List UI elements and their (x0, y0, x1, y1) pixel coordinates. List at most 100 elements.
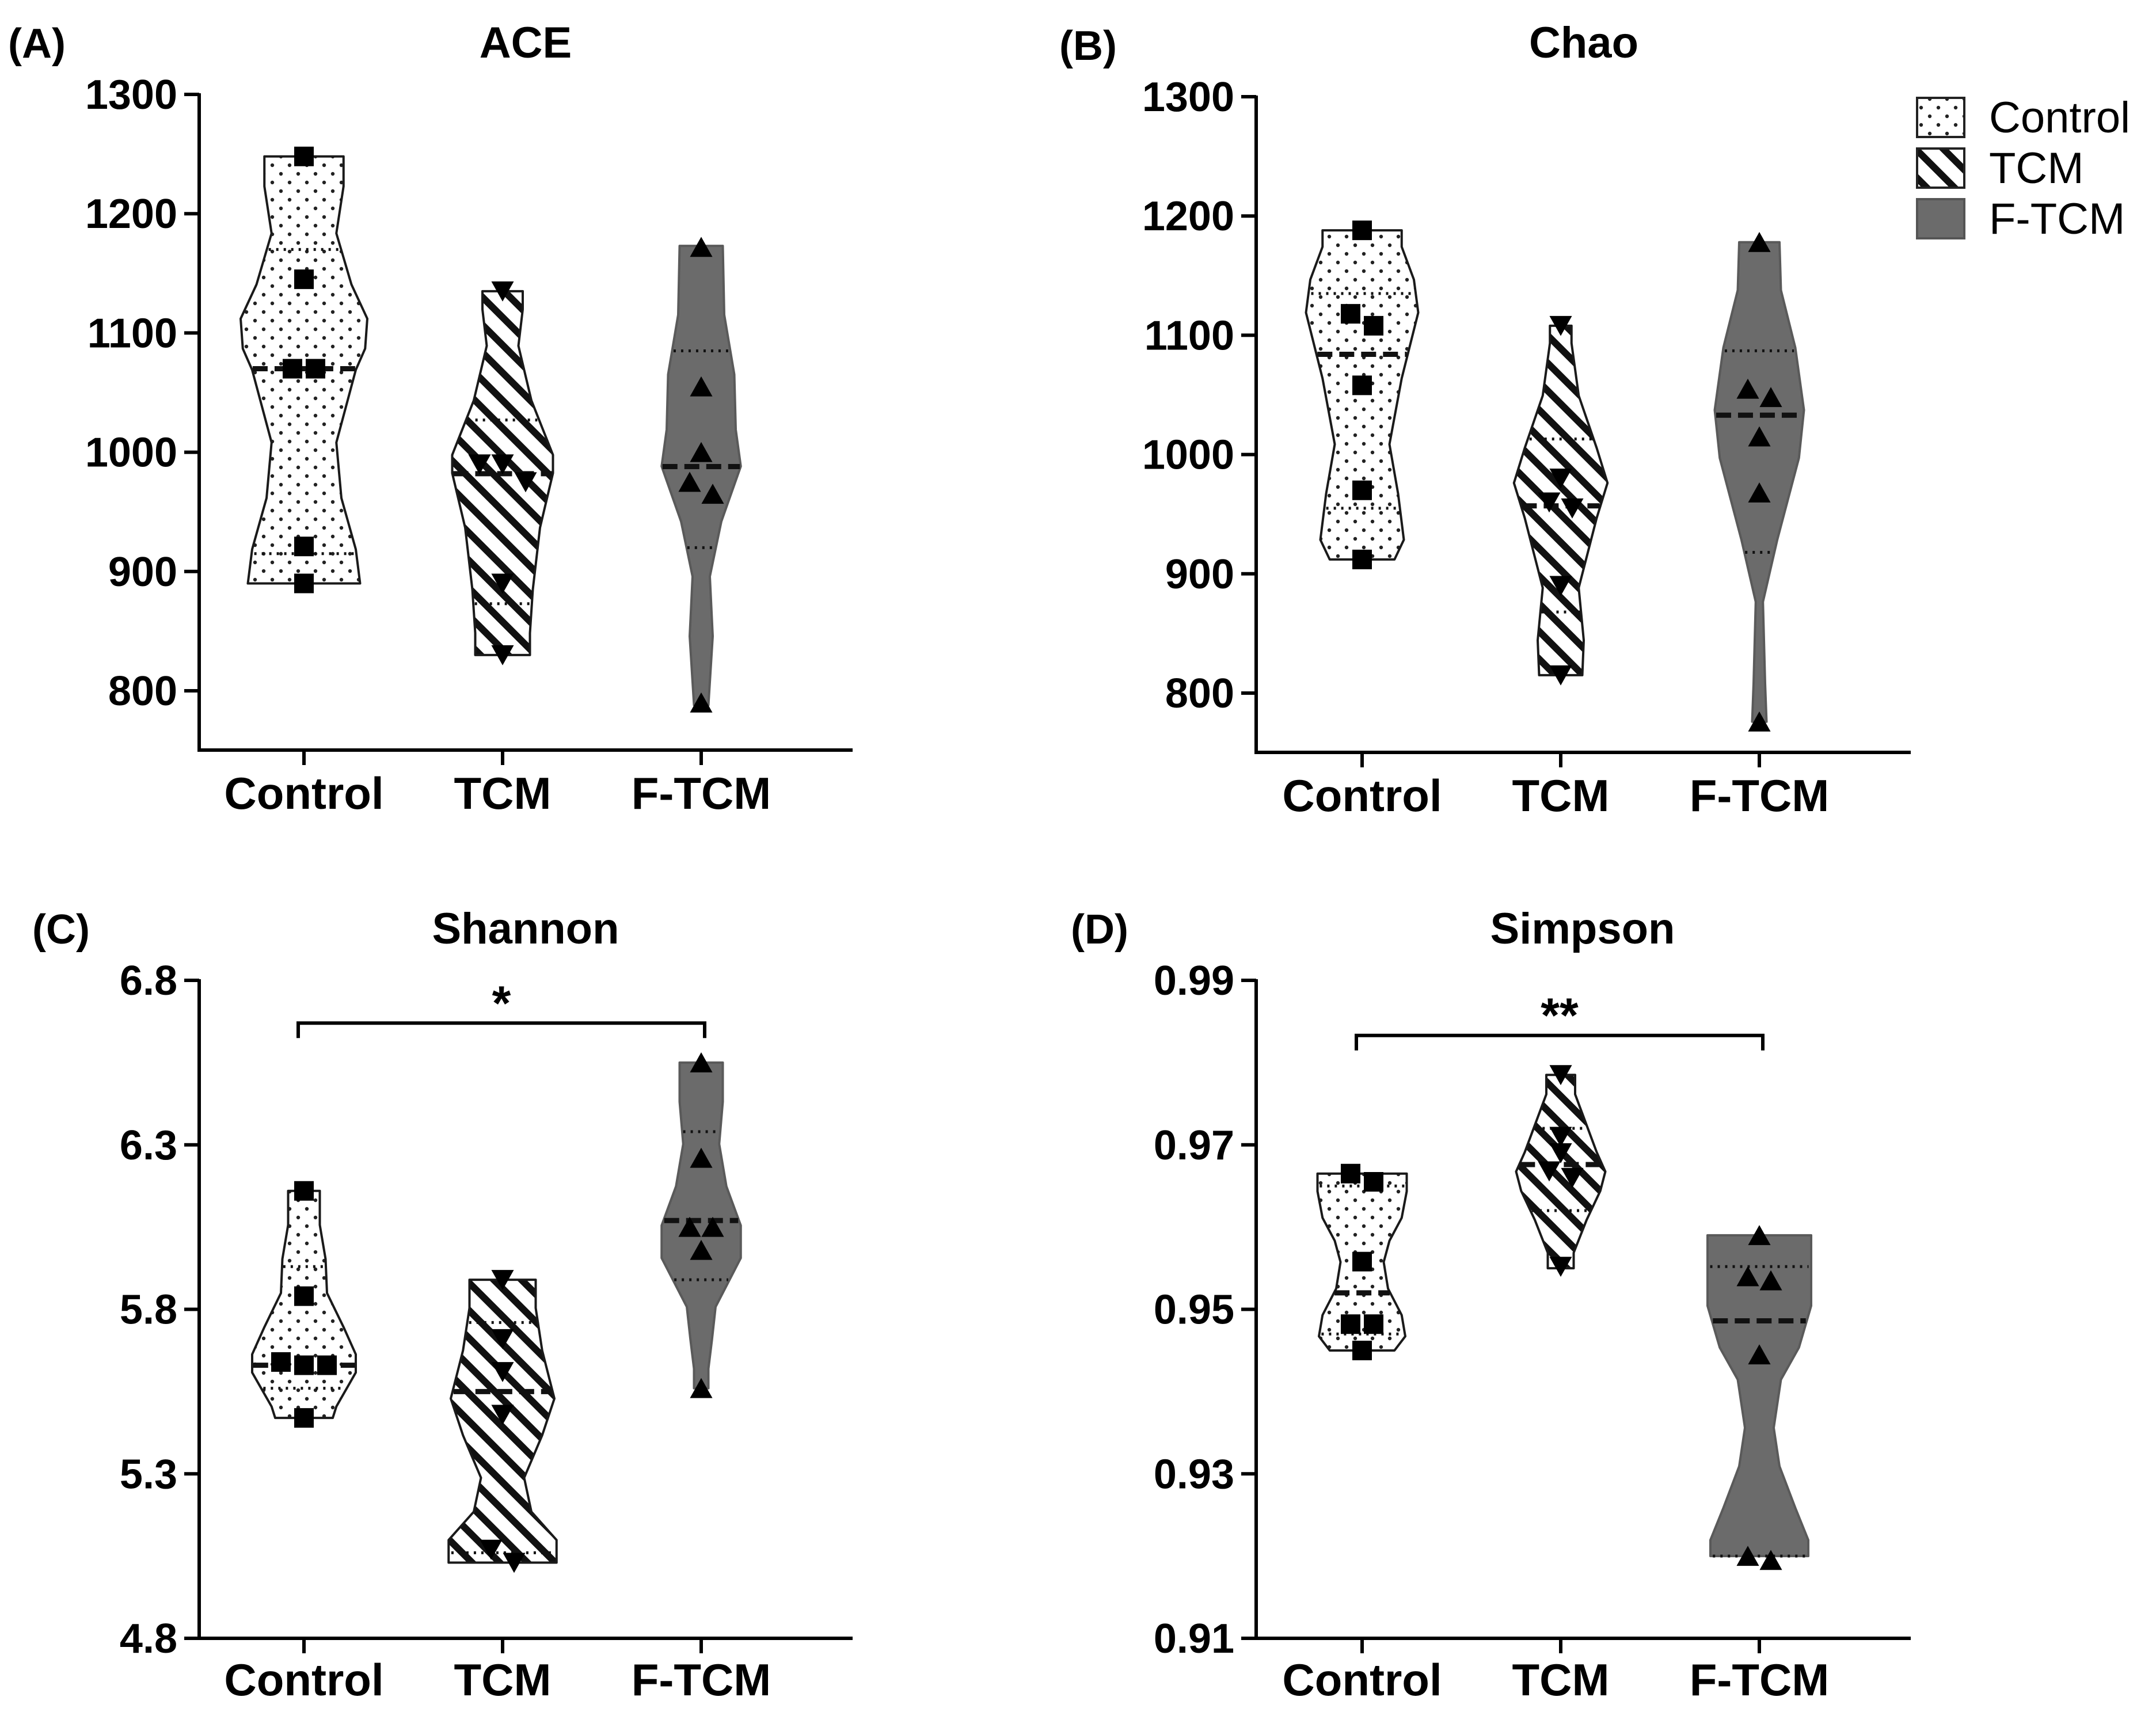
data-point (491, 281, 514, 302)
data-point (690, 692, 713, 713)
violins (1305, 220, 1805, 732)
x-axis: Control TCM F-TCM (1254, 751, 1911, 821)
data-point (283, 359, 302, 379)
data-point (294, 269, 314, 290)
data-point (1364, 1172, 1383, 1192)
x-axis: Control TCM F-TCM (1254, 1637, 1911, 1705)
data-point (1561, 498, 1584, 519)
data-point (294, 146, 314, 166)
data-point (1538, 1161, 1561, 1182)
data-point (1748, 231, 1771, 252)
data-point (1341, 1163, 1360, 1184)
chart-title: Chao (1529, 18, 1638, 67)
legend-swatch-tcm (1916, 147, 1965, 189)
data-point (1549, 665, 1572, 686)
y-tick-label: 1000 (85, 430, 177, 476)
data-point (1736, 378, 1759, 399)
data-point (491, 1270, 514, 1290)
y-axis: 0.91 0.93 0.95 0.97 0.99 (1154, 958, 1258, 1662)
violin-tcm (1515, 1074, 1607, 1270)
x-tick-label: F-TCM (632, 1654, 771, 1705)
significance-bracket (296, 1021, 706, 1038)
y-tick-label: 5.8 (120, 1287, 177, 1333)
data-point (1736, 1266, 1759, 1287)
data-point (1549, 315, 1572, 336)
data-point (480, 1539, 503, 1560)
y-tick-label: 0.97 (1154, 1123, 1234, 1169)
data-point (491, 1362, 514, 1382)
data-point (294, 1408, 314, 1428)
significance-label: * (492, 976, 511, 1030)
data-point (1748, 1344, 1771, 1365)
data-point (1549, 1065, 1572, 1086)
x-tick-label: F-TCM (1690, 1654, 1830, 1705)
x-tick-label: Control (1282, 1654, 1442, 1705)
panel-label: (B) (1059, 23, 1117, 69)
violins (1316, 1065, 1812, 1570)
y-axis: 800 900 1000 1100 1200 1300 (1142, 74, 1258, 752)
y-tick-label: 4.8 (120, 1616, 177, 1662)
y-tick-label: 900 (108, 549, 177, 595)
x-axis: Control TCM F-TCM (197, 1637, 853, 1705)
x-tick-label: TCM (1512, 1654, 1610, 1705)
data-point (503, 1553, 526, 1573)
panel-label: (D) (1071, 907, 1128, 953)
x-axis: Control TCM F-TCM (197, 748, 853, 819)
data-point (1352, 220, 1372, 241)
data-point (1341, 1314, 1360, 1334)
data-point (491, 454, 514, 475)
data-point (690, 1147, 713, 1168)
x-tick-label: TCM (454, 1654, 552, 1705)
data-point (491, 573, 514, 594)
data-point (1759, 387, 1782, 408)
data-point (1748, 426, 1771, 447)
data-point (1352, 480, 1372, 500)
data-point (271, 1352, 291, 1372)
y-axis: 4.8 5.3 5.8 6.3 6.8 (120, 958, 201, 1662)
data-point (1538, 492, 1561, 513)
data-point (491, 645, 514, 665)
y-tick-label: 5.3 (120, 1451, 177, 1497)
data-point (690, 1378, 713, 1398)
data-point (1748, 1225, 1771, 1245)
data-point (294, 573, 314, 594)
y-axis: 800 900 1000 1100 1200 1300 (85, 72, 201, 750)
data-point (701, 484, 724, 504)
data-point (690, 376, 713, 397)
significance-label: ** (1541, 988, 1579, 1043)
data-point (294, 1286, 314, 1306)
data-point (1352, 1251, 1372, 1272)
data-point (294, 1181, 314, 1201)
significance: ** (1355, 988, 1765, 1051)
x-tick-label: Control (1282, 770, 1442, 821)
x-tick-label: F-TCM (1690, 770, 1830, 821)
violins (251, 1052, 742, 1573)
data-point (690, 442, 713, 462)
y-tick-label: 0.99 (1154, 958, 1234, 1004)
data-point (1759, 1270, 1782, 1291)
panel-label: (C) (32, 907, 90, 953)
legend: Control TCM F-TCM (1916, 93, 2130, 244)
violin-f-tcm (1713, 241, 1805, 723)
data-point (1549, 576, 1572, 596)
chart-title: Shannon (432, 904, 619, 953)
data-point (468, 454, 491, 475)
x-tick-label: Control (224, 768, 383, 819)
data-point (317, 1355, 337, 1375)
data-point (1759, 1550, 1782, 1570)
data-point (294, 537, 314, 557)
y-tick-label: 0.91 (1154, 1616, 1234, 1662)
y-tick-label: 1300 (85, 72, 177, 118)
y-tick-label: 1200 (1142, 193, 1234, 239)
data-point (678, 471, 701, 492)
legend-swatch-control (1916, 97, 1965, 138)
data-point (294, 1355, 314, 1375)
y-tick-label: 1200 (85, 191, 177, 237)
y-tick-label: 1000 (1142, 432, 1234, 478)
y-tick-label: 1100 (88, 310, 177, 356)
legend-label: F-TCM (1989, 195, 2125, 244)
data-point (514, 472, 537, 493)
y-tick-label: 800 (108, 668, 177, 714)
y-tick-label: 0.93 (1154, 1451, 1234, 1497)
x-tick-label: F-TCM (632, 768, 771, 819)
